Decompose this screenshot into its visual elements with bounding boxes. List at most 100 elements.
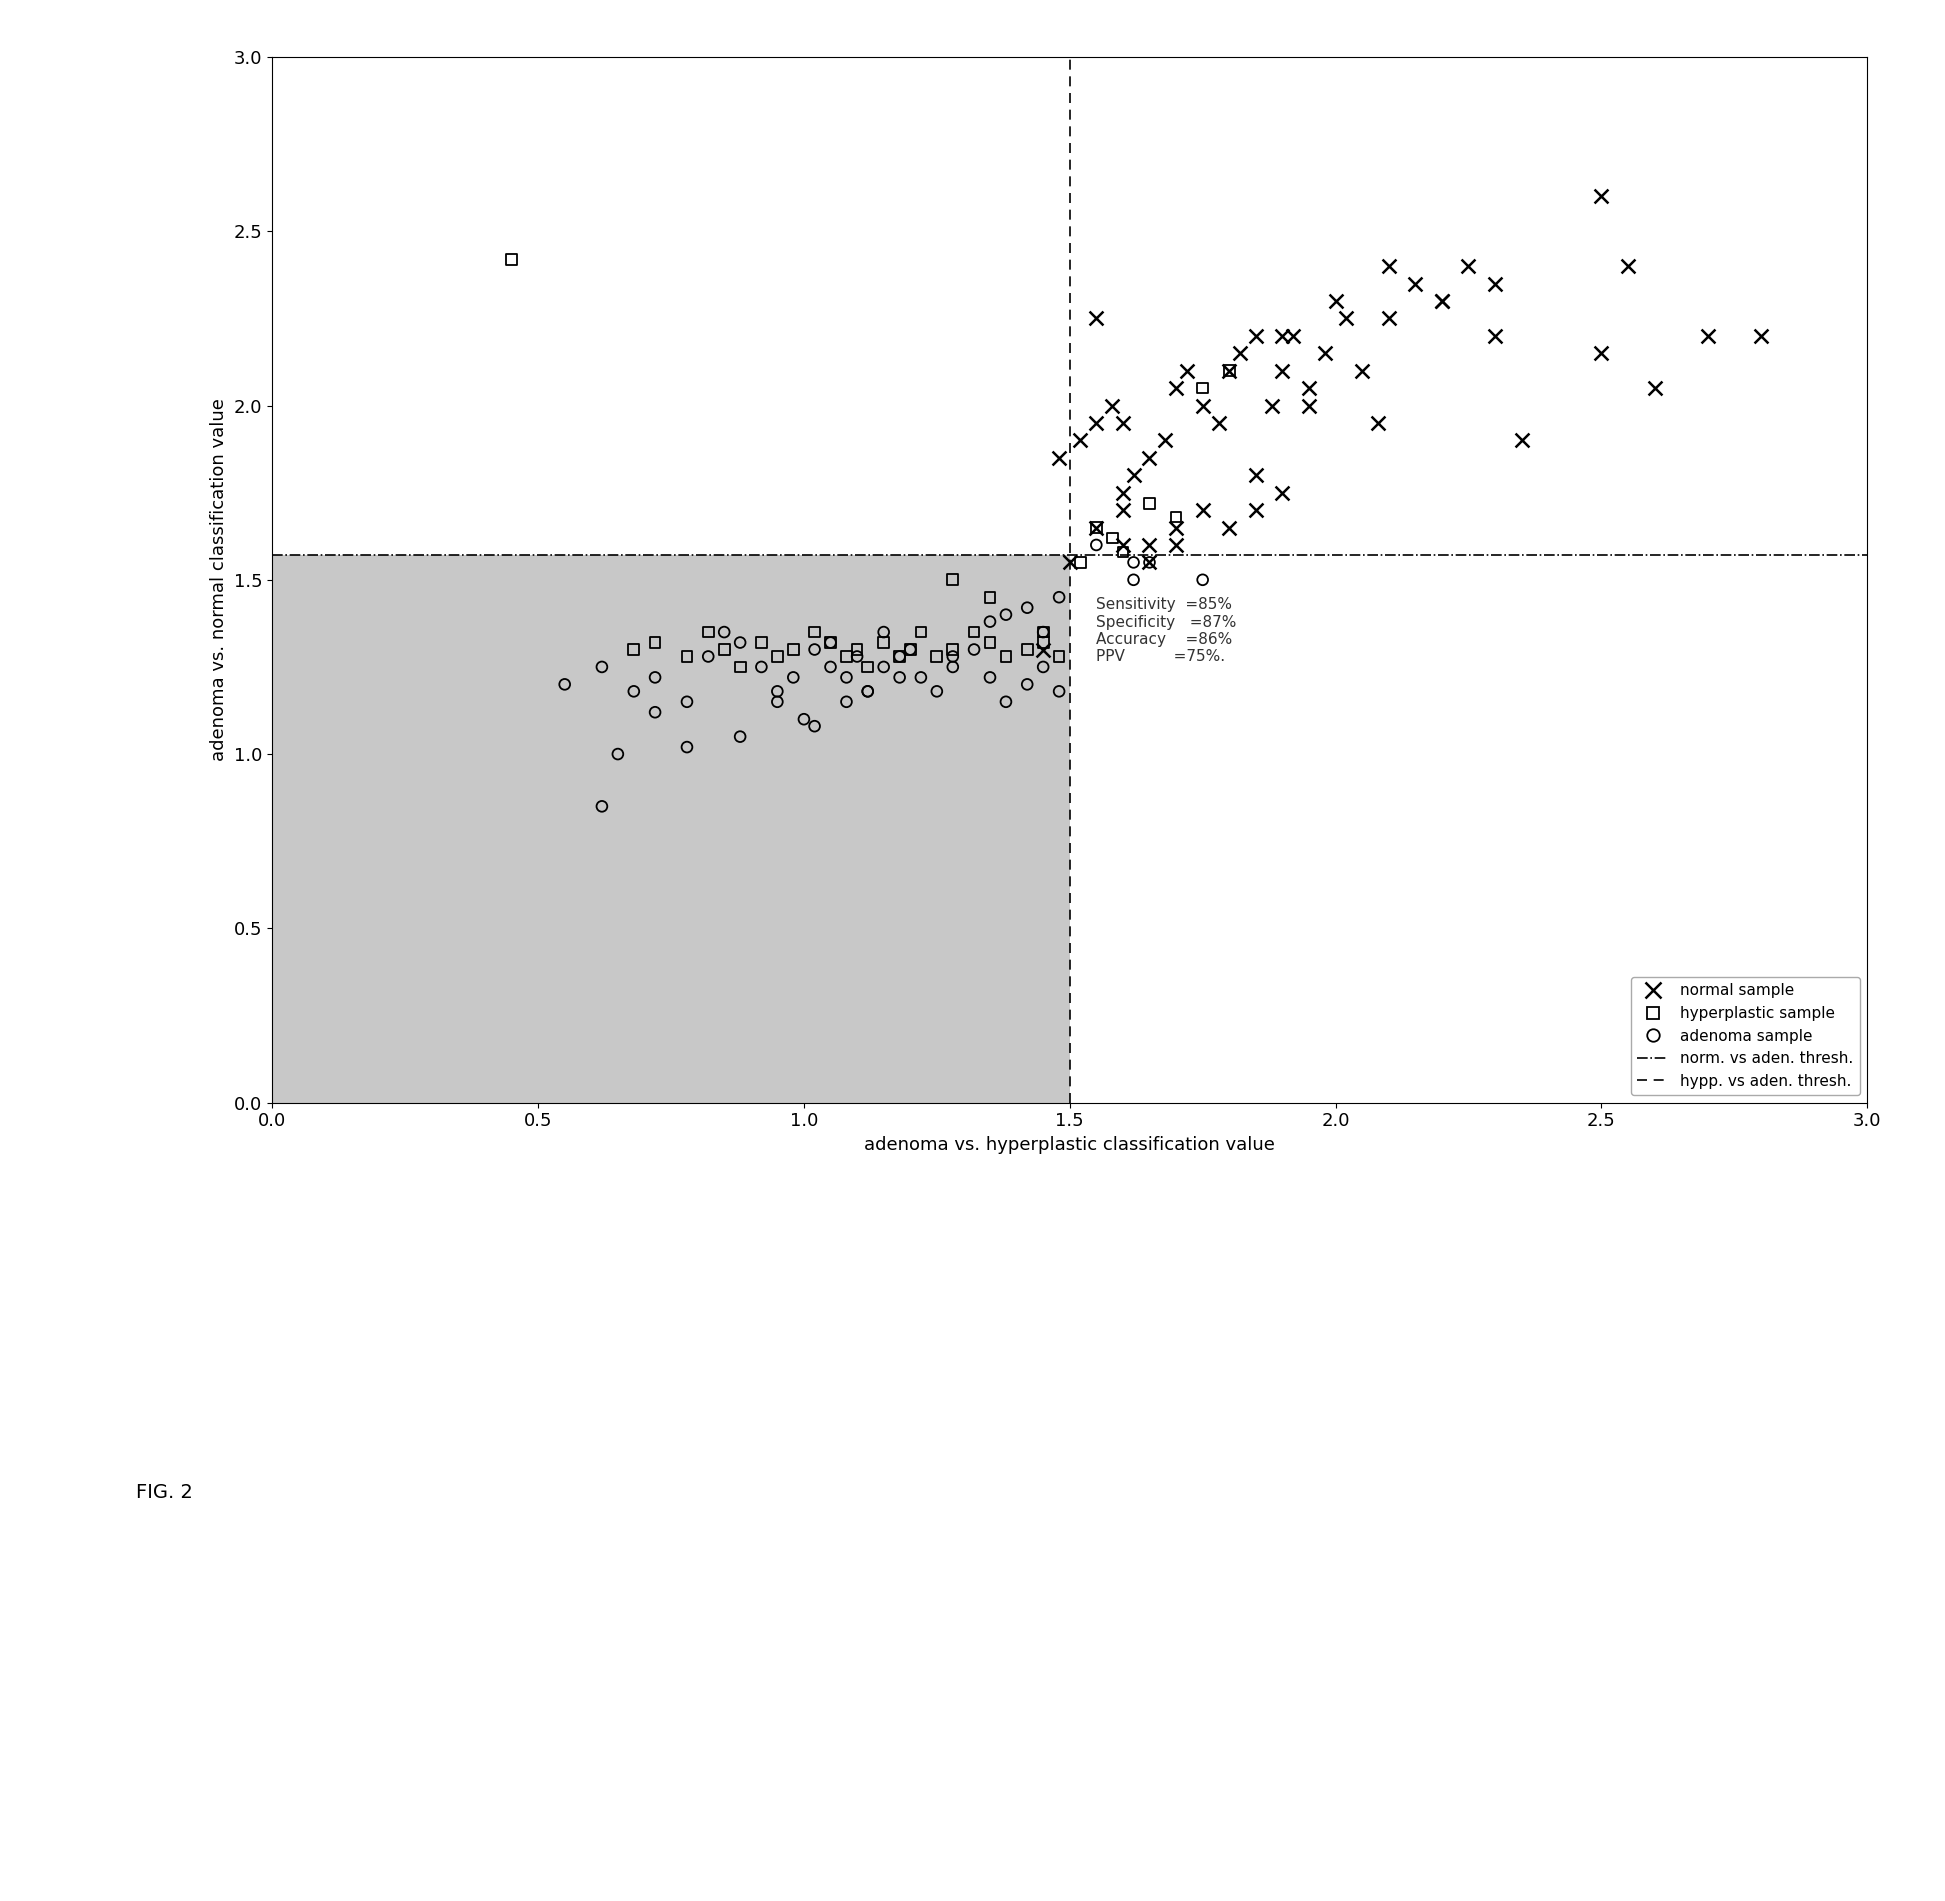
adenoma sample [548, 669, 580, 700]
normal sample [1241, 494, 1272, 525]
hyperplastic sample [974, 582, 1006, 612]
normal sample [1640, 373, 1671, 403]
hyperplastic sample [842, 635, 873, 665]
hyperplastic sample [725, 652, 757, 682]
hyperplastic sample [1097, 523, 1128, 553]
normal sample [1204, 407, 1235, 437]
adenoma sample [831, 686, 862, 717]
normal sample [1171, 355, 1202, 386]
hyperplastic sample [959, 616, 990, 646]
normal sample [1321, 285, 1352, 316]
hyperplastic sample [1161, 502, 1192, 532]
adenoma sample [725, 627, 757, 658]
adenoma sample [1118, 547, 1149, 578]
adenoma sample [937, 641, 969, 671]
normal sample [1373, 302, 1404, 333]
hyperplastic sample [496, 243, 527, 274]
normal sample [1223, 338, 1255, 369]
hyperplastic sample [904, 616, 936, 646]
hyperplastic sample [619, 635, 650, 665]
hyperplastic sample [1107, 536, 1138, 566]
hyperplastic sample [1011, 635, 1043, 665]
adenoma sample [799, 635, 831, 665]
normal sample [1107, 477, 1138, 508]
adenoma sample [640, 662, 671, 692]
hyperplastic sample [867, 627, 899, 658]
adenoma sample [1044, 677, 1076, 707]
hyperplastic sample [745, 627, 776, 658]
normal sample [1293, 390, 1325, 420]
adenoma sample [788, 703, 819, 734]
normal sample [1426, 285, 1457, 316]
adenoma sample [640, 698, 671, 728]
normal sample [1745, 321, 1776, 352]
adenoma sample [867, 616, 899, 646]
normal sample [1214, 355, 1245, 386]
normal sample [1107, 530, 1138, 561]
normal sample [1256, 390, 1288, 420]
adenoma sample [745, 652, 776, 682]
Legend: normal sample, hyperplastic sample, adenoma sample, norm. vs aden. thresh., hypp: normal sample, hyperplastic sample, aden… [1632, 977, 1859, 1095]
normal sample [1107, 494, 1138, 525]
normal sample [1363, 407, 1395, 437]
normal sample [1107, 407, 1138, 437]
hyperplastic sample [895, 635, 926, 665]
adenoma sample [959, 635, 990, 665]
hyperplastic sample [778, 635, 809, 665]
adenoma sample [974, 662, 1006, 692]
hyperplastic sample [1214, 355, 1245, 386]
normal sample [1081, 511, 1113, 544]
adenoma sample [585, 652, 617, 682]
hyperplastic sample [692, 616, 724, 646]
normal sample [1480, 321, 1511, 352]
adenoma sample [1044, 582, 1076, 612]
adenoma sample [842, 641, 873, 671]
hyperplastic sample [1081, 511, 1113, 544]
adenoma sample [692, 641, 724, 671]
normal sample [1426, 285, 1457, 316]
normal sample [1134, 530, 1165, 561]
adenoma sample [831, 662, 862, 692]
hyperplastic sample [1027, 616, 1058, 646]
normal sample [1480, 268, 1511, 298]
normal sample [1134, 547, 1165, 578]
adenoma sample [852, 677, 883, 707]
hyperplastic sample [708, 635, 739, 665]
adenoma sample [937, 652, 969, 682]
adenoma sample [895, 635, 926, 665]
normal sample [1118, 460, 1149, 490]
hyperplastic sample [1027, 627, 1058, 658]
normal sample [1027, 635, 1058, 665]
adenoma sample [885, 641, 916, 671]
normal sample [1373, 251, 1404, 281]
adenoma sample [762, 677, 794, 707]
normal sample [1266, 321, 1297, 352]
adenoma sample [799, 711, 831, 741]
hyperplastic sample [1134, 489, 1165, 519]
hyperplastic sample [671, 641, 702, 671]
normal sample [1241, 460, 1272, 490]
adenoma sample [585, 791, 617, 821]
normal sample [1134, 443, 1165, 473]
adenoma sample [1011, 593, 1043, 624]
adenoma sample [852, 677, 883, 707]
adenoma sample [867, 652, 899, 682]
normal sample [1346, 355, 1377, 386]
adenoma sample [904, 662, 936, 692]
hyperplastic sample [937, 565, 969, 595]
Bar [272, 555, 1070, 1103]
adenoma sample [725, 720, 757, 751]
hyperplastic sample [1064, 547, 1095, 578]
adenoma sample [815, 627, 846, 658]
adenoma sample [762, 686, 794, 717]
normal sample [1453, 251, 1484, 281]
hyperplastic sample [815, 627, 846, 658]
normal sample [1161, 511, 1192, 544]
normal sample [1585, 181, 1616, 211]
adenoma sample [1081, 530, 1113, 561]
normal sample [1400, 268, 1432, 298]
adenoma sample [1027, 652, 1058, 682]
hyperplastic sample [1044, 641, 1076, 671]
normal sample [1214, 511, 1245, 544]
adenoma sample [885, 662, 916, 692]
